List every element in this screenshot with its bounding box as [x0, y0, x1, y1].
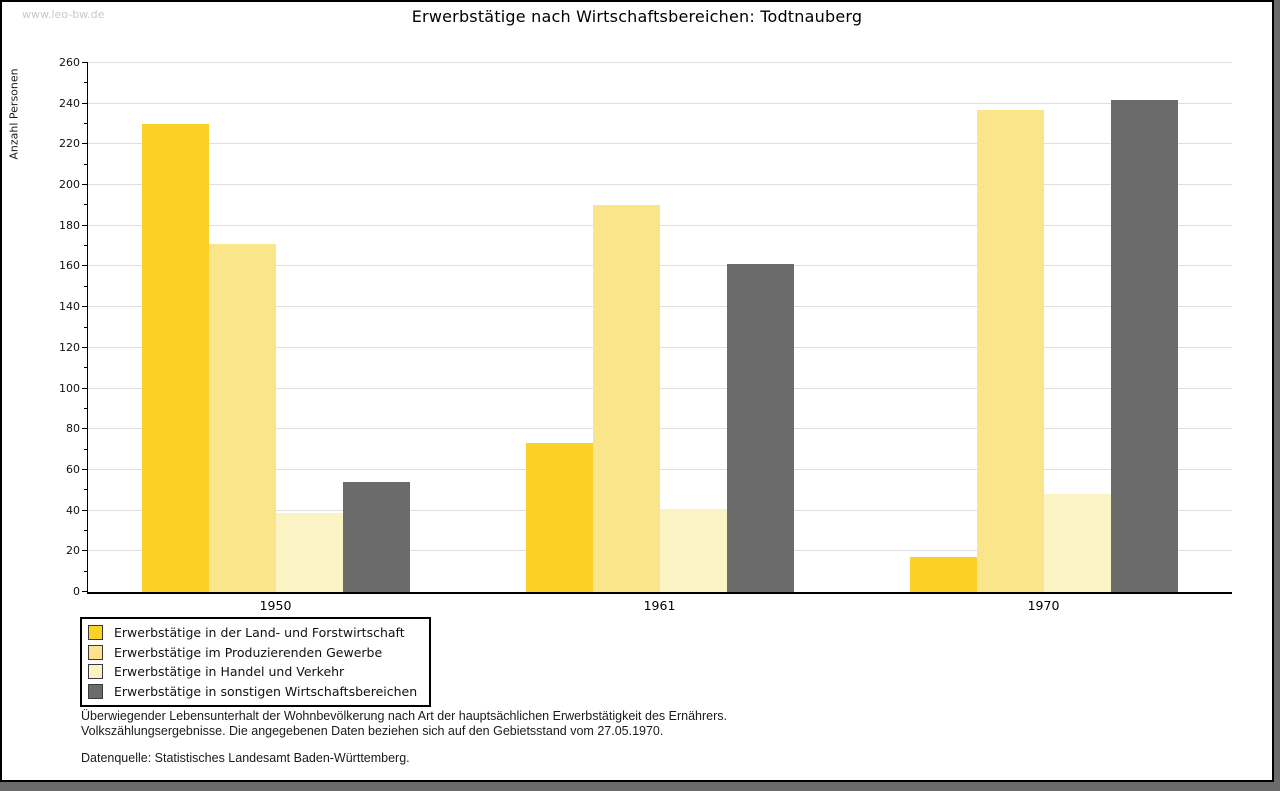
legend-swatch: [88, 664, 103, 680]
x-category-label: 1950: [259, 598, 292, 613]
bar-1950-series-4: [342, 482, 410, 592]
legend-item-4: Erwerbstätige in sonstigen Wirtschaftsbe…: [88, 682, 417, 702]
gridline-200: [88, 184, 1232, 186]
legend: Erwerbstätige in der Land- und Forstwirt…: [80, 617, 432, 707]
note-line-2: Volkszählungsergebnisse. Die angegebenen…: [81, 723, 664, 738]
y-minor-tick: [84, 367, 88, 369]
y-tick-label: 240: [59, 96, 80, 110]
y-tick-label: 160: [59, 259, 80, 273]
y-minor-tick: [84, 570, 88, 572]
bar-1950-series-1: [141, 124, 209, 592]
y-minor-tick: [84, 529, 88, 531]
gridline-240: [88, 102, 1232, 104]
y-tick-label: 180: [59, 218, 80, 232]
y-minor-tick: [84, 123, 88, 125]
legend-item-3: Erwerbstätige in Handel und Verkehr: [88, 662, 417, 682]
y-tick-label: 200: [59, 178, 80, 192]
legend-swatch: [88, 683, 103, 699]
gridline-80: [88, 428, 1232, 430]
legend-item-1: Erwerbstätige in der Land- und Forstwirt…: [88, 623, 417, 643]
legend-swatch: [88, 644, 103, 660]
legend-label: Erwerbstätige in der Land- und Forstwirt…: [114, 625, 405, 641]
bar-1970-series-1: [909, 557, 977, 592]
y-axis-title: Anzahl Personen: [7, 68, 21, 160]
y-major-tick: [82, 509, 88, 511]
y-major-tick: [82, 346, 88, 348]
y-major-tick: [82, 387, 88, 389]
footnotes: Überwiegender Lebensunterhalt der Wohnbe…: [81, 709, 727, 766]
y-tick-label: 80: [66, 422, 80, 436]
y-tick-label: 100: [59, 381, 80, 395]
y-tick-label: 140: [59, 300, 80, 314]
bar-1970-series-2: [976, 109, 1044, 592]
data-source: Datenquelle: Statistisches Landesamt Bad…: [81, 751, 410, 765]
y-major-tick: [82, 62, 88, 63]
gridline-60: [88, 468, 1232, 470]
y-major-tick: [82, 428, 88, 430]
y-tick-label: 0: [73, 585, 80, 598]
bar-1950-series-2: [208, 244, 276, 592]
bar-1961-series-3: [659, 508, 727, 592]
gridline-120: [88, 346, 1232, 348]
y-tick-label: 260: [59, 56, 80, 69]
note-line-1: Überwiegender Lebensunterhalt der Wohnbe…: [81, 709, 727, 723]
y-major-tick: [82, 265, 88, 267]
y-major-tick: [82, 184, 88, 186]
y-major-tick: [82, 224, 88, 226]
y-major-tick: [82, 550, 88, 552]
y-major-tick: [82, 143, 88, 145]
gridline-220: [88, 143, 1232, 145]
x-category-label: 1961: [643, 598, 676, 613]
gridline-140: [88, 306, 1232, 308]
y-minor-tick: [84, 163, 88, 165]
gridline-100: [88, 387, 1232, 389]
gridline-160: [88, 265, 1232, 267]
gridline-180: [88, 224, 1232, 226]
plot-area: 0 20 40 60 80 100 120 140 160 180 200 220 240 260 1950…: [59, 56, 1232, 613]
y-minor-tick: [84, 489, 88, 491]
bar-1961-series-4: [726, 264, 794, 592]
y-tick-label: 120: [59, 340, 80, 354]
x-category-label: 1970: [1027, 598, 1060, 613]
gridline-260: [88, 62, 1232, 63]
legend-swatch: [88, 625, 103, 641]
y-major-tick: [82, 306, 88, 308]
legend-label: Erwerbstätige in Handel und Verkehr: [114, 664, 345, 680]
y-minor-tick: [84, 285, 88, 287]
y-minor-tick: [84, 245, 88, 247]
legend-item-2: Erwerbstätige im Produzierenden Gewerbe: [88, 643, 417, 663]
bar-1961-series-2: [592, 205, 660, 592]
y-major-tick: [82, 468, 88, 470]
y-tick-label: 60: [66, 462, 80, 476]
bar-1970-series-3: [1043, 494, 1111, 592]
bar-1970-series-4: [1110, 99, 1178, 592]
y-minor-tick: [84, 448, 88, 450]
legend-label: Erwerbstätige in sonstigen Wirtschaftsbe…: [114, 683, 418, 699]
bar-1961-series-1: [525, 443, 593, 592]
y-minor-tick: [84, 82, 88, 84]
bar-1950-series-3: [275, 512, 343, 592]
legend-label: Erwerbstätige im Produzierenden Gewerbe: [114, 644, 383, 660]
y-tick-label: 220: [59, 137, 80, 151]
y-minor-tick: [84, 326, 88, 328]
y-major-tick: [82, 591, 88, 592]
y-minor-tick: [84, 204, 88, 206]
y-tick-label: 20: [66, 544, 80, 558]
y-major-tick: [82, 102, 88, 104]
y-minor-tick: [84, 407, 88, 409]
watermark: www.leo-bw.de: [22, 8, 105, 21]
chart-title: Erwerbstätige nach Wirtschaftsbereichen:…: [411, 7, 863, 26]
y-tick-label: 40: [66, 503, 80, 517]
